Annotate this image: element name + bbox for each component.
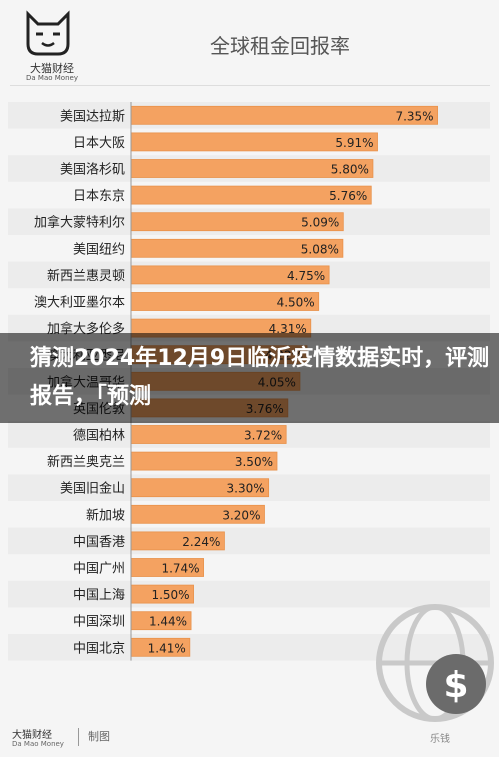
- category-label: 中国香港: [73, 535, 125, 550]
- category-label: 新西兰奥克兰: [47, 454, 125, 470]
- category-label: 美国纽约: [73, 242, 125, 257]
- dollar-globe-watermark-icon: $: [376, 604, 494, 722]
- category-label: 加拿大蒙特利尔: [34, 215, 125, 231]
- category-label: 德国柏林: [73, 429, 125, 444]
- footer-brand-en: Da Mao Money: [12, 740, 64, 748]
- bar-value-label: 5.91%: [335, 136, 373, 150]
- overlay-banner-text: 猜测2024年12月9日临沂疫情数据实时，评测报告，「预测: [30, 346, 490, 409]
- bar-value-label: 1.44%: [149, 615, 187, 629]
- bar-value-label: 3.72%: [244, 429, 282, 443]
- category-label: 日本东京: [73, 189, 125, 204]
- row-stripe: [8, 527, 490, 555]
- brand-name-en: Da Mao Money: [26, 74, 78, 82]
- overlay-banner: [0, 333, 499, 423]
- header-divider: [10, 85, 490, 86]
- bar-value-label: 5.08%: [301, 242, 339, 256]
- category-label: 美国达拉斯: [60, 109, 125, 124]
- footer-brand-cn: 大猫财经: [12, 730, 52, 741]
- bar-value-label: 7.35%: [395, 109, 433, 123]
- bar-value-label: 3.30%: [227, 482, 265, 496]
- bar-value-label: 4.31%: [269, 322, 307, 336]
- footer: 大猫财经 Da Mao Money 制图 乐钱: [0, 722, 499, 757]
- category-label: 新西兰惠灵顿: [47, 268, 125, 284]
- bar-value-label: 5.09%: [301, 216, 339, 230]
- category-label: 中国深圳: [73, 615, 125, 630]
- footer-watermark: 乐钱: [430, 734, 450, 745]
- category-label: 新加坡: [86, 507, 125, 523]
- brand-name-cn: 大猫财经: [30, 62, 74, 75]
- bar-value-label: 2.24%: [182, 535, 220, 549]
- footer-made-label: 制图: [88, 730, 110, 743]
- category-label: 日本大阪: [73, 136, 125, 151]
- brand-logo: 大猫财经 Da Mao Money: [12, 8, 82, 82]
- bar-value-label: 3.50%: [235, 455, 273, 469]
- bar-value-label: 4.75%: [287, 269, 325, 283]
- category-label: 澳大利亚墨尔本: [34, 295, 125, 311]
- svg-text:$: $: [443, 665, 468, 706]
- bar-value-label: 1.74%: [161, 562, 199, 576]
- bar-value-label: 1.41%: [148, 641, 186, 655]
- category-label: 美国洛杉矶: [60, 163, 125, 178]
- row-stripe: [8, 580, 490, 608]
- category-label: 中国北京: [73, 641, 125, 656]
- category-label: 美国旧金山: [60, 481, 125, 497]
- bar-value-label: 3.20%: [222, 508, 260, 522]
- footer-separator: [78, 728, 79, 746]
- bar: [130, 105, 438, 125]
- cat-logo-icon: [26, 10, 70, 56]
- category-label: 中国广州: [73, 562, 125, 577]
- bar-value-label: 1.50%: [151, 588, 189, 602]
- bar-value-label: 5.76%: [329, 189, 367, 203]
- bar-value-label: 4.50%: [277, 296, 315, 310]
- chart-title: 全球租金回报率: [210, 34, 350, 58]
- bar-value-label: 5.80%: [331, 163, 369, 177]
- category-label: 中国上海: [73, 588, 125, 603]
